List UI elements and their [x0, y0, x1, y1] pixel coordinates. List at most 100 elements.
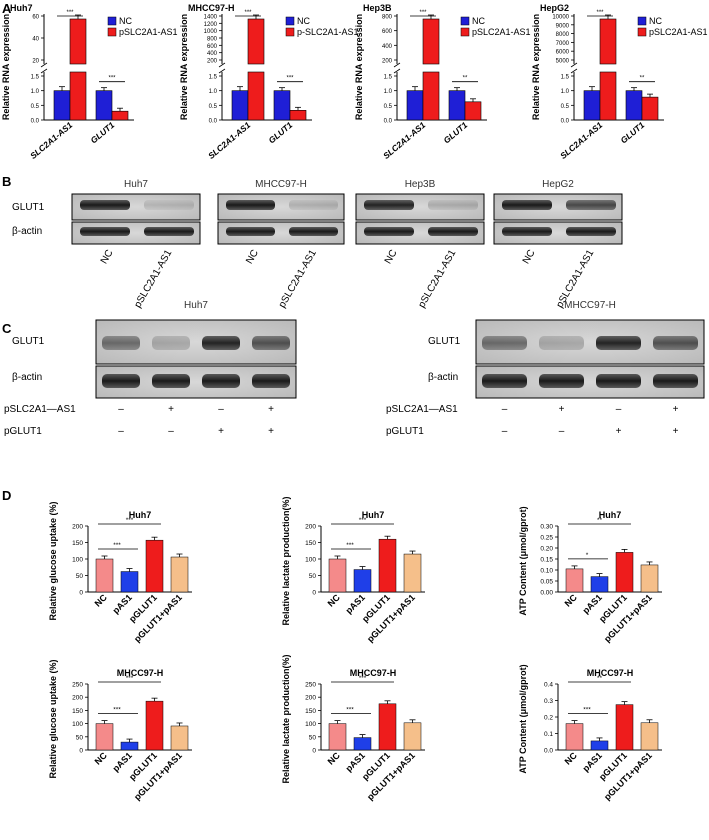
x-tick-label: NC — [563, 750, 580, 767]
blot-title: HepG2 — [542, 179, 574, 190]
lane-label: pSLC2A1-AS1 — [132, 248, 174, 310]
y-tick-label: 0 — [79, 590, 83, 597]
x-tick-label: NC — [563, 592, 580, 609]
y-tick-label: 0.10 — [540, 568, 553, 575]
y-tick-label: 250 — [305, 682, 316, 689]
x-tick-label: GLUT1 — [442, 120, 470, 146]
x-tick-label: pAS1 — [111, 750, 134, 773]
bar-pas1 — [590, 740, 609, 751]
condition-sign: + — [268, 426, 274, 437]
chart-title: Huh7 — [599, 510, 622, 520]
legend-label-treat: pSLC2A1-AS1 — [472, 27, 531, 37]
condition-sign: – — [502, 426, 508, 437]
panel-b-western-blots: GLUT1 β-actin Huh7 NC pSLC2A1-AS1 MHCC97-H NC p… — [12, 179, 623, 310]
row-label-glut1: GLUT1 — [12, 202, 45, 213]
chart-title: MHCC97-H — [188, 3, 235, 13]
significance-stars: *** — [419, 10, 427, 16]
significance-stars: *** — [113, 542, 121, 549]
chart-title: Huh7 — [10, 3, 33, 13]
y-tick-label: 150 — [72, 708, 83, 715]
y-tick-label: 0 — [79, 748, 83, 755]
significance-stars: *** — [359, 517, 367, 524]
y-tick-label: 100 — [72, 557, 83, 564]
condition-sign: + — [218, 426, 224, 437]
legend-label-nc: NC — [297, 16, 310, 26]
significance-stars: ** — [463, 76, 468, 82]
bar-nc — [231, 90, 249, 121]
y-axis-label: ATP Content (μmol/gprot) — [518, 664, 528, 773]
blot-band-actin — [653, 374, 698, 388]
y-tick-label: 200 — [72, 524, 83, 531]
bar-nc — [273, 90, 291, 121]
x-tick-label: SLC2A1-AS1 — [381, 120, 427, 161]
x-tick-label: pAS1 — [344, 750, 367, 773]
condition-sign: – — [118, 426, 124, 437]
legend-swatch-treat — [637, 27, 647, 37]
y-tick-label: 0.0 — [384, 119, 393, 125]
row-label-actin: β-actin — [428, 372, 458, 383]
bar-treat-upper — [69, 18, 87, 65]
blot-band-actin — [152, 374, 190, 388]
y-tick-label: 50 — [309, 734, 317, 741]
blot-band-actin — [566, 227, 616, 236]
legend-swatch-treat — [285, 27, 295, 37]
legend-swatch-nc — [637, 16, 647, 26]
bar-pglut1 — [378, 538, 397, 593]
blot-band-actin — [289, 227, 338, 236]
blot-title: Huh7 — [124, 179, 148, 190]
blot-band-glut1 — [252, 336, 290, 350]
y-tick-label: 100 — [305, 557, 316, 564]
y-tick-label: 0.5 — [31, 104, 40, 110]
y-axis-label: Relative RNA expression — [179, 14, 189, 120]
condition-sign: – — [559, 426, 565, 437]
y-tick-label: 0.25 — [540, 535, 553, 542]
y-tick-label: 1200 — [204, 22, 218, 28]
blot-band-glut1 — [482, 336, 527, 350]
y-tick-label: 200 — [207, 59, 218, 65]
bar-pglut1-pas1 — [640, 564, 659, 593]
legend-swatch-nc — [107, 16, 117, 26]
y-tick-label: 1.5 — [31, 75, 40, 81]
y-tick-label: 0.0 — [209, 119, 218, 125]
axis-break-mark — [218, 62, 226, 68]
bar-treat-lower — [69, 71, 87, 121]
row-label-glut1: GLUT1 — [12, 336, 45, 347]
y-tick-label: 0.0 — [544, 748, 553, 755]
bar-treat — [289, 110, 307, 121]
condition-sign: – — [218, 404, 224, 415]
blot-band-glut1 — [289, 200, 338, 210]
legend-label-nc: NC — [649, 16, 662, 26]
row-label-glut1: GLUT1 — [428, 336, 461, 347]
y-tick-label: 0.0 — [31, 119, 40, 125]
significance-stars: *** — [108, 76, 116, 82]
panel-letter-c: C — [2, 321, 12, 336]
bar-treat-lower — [599, 71, 617, 121]
x-tick-label: pAS1 — [111, 592, 134, 615]
significance-stars: *** — [244, 10, 252, 16]
y-tick-label: 50 — [76, 573, 84, 580]
y-tick-label: 800 — [382, 15, 393, 21]
bar-pglut1 — [145, 539, 164, 593]
y-tick-label: 0 — [312, 590, 316, 597]
lane-label: NC — [244, 248, 261, 266]
blot-title: Huh7 — [184, 300, 208, 311]
blot-band-glut1 — [144, 200, 194, 210]
panel-letter-d: D — [2, 488, 11, 503]
bar-treat — [111, 110, 129, 121]
bar-nc — [328, 723, 347, 751]
significance-stars: ** — [597, 517, 603, 524]
blot-band-actin — [596, 374, 641, 388]
x-tick-label: NC — [93, 592, 110, 609]
bar-nc — [95, 723, 114, 751]
chart-title: Hep3B — [363, 3, 392, 13]
row-label-actin: β-actin — [12, 372, 42, 383]
y-tick-label: 100 — [72, 721, 83, 728]
y-tick-label: 100 — [305, 721, 316, 728]
bar-pglut1-pas1 — [640, 722, 659, 751]
y-tick-label: 0.5 — [384, 104, 393, 110]
y-axis-label: Relative lactate production(%) — [281, 654, 291, 783]
blot-band-glut1 — [566, 200, 616, 210]
axis-break-mark — [570, 68, 578, 74]
y-tick-label: 1.5 — [209, 75, 218, 81]
y-tick-label: 0.30 — [540, 524, 553, 531]
